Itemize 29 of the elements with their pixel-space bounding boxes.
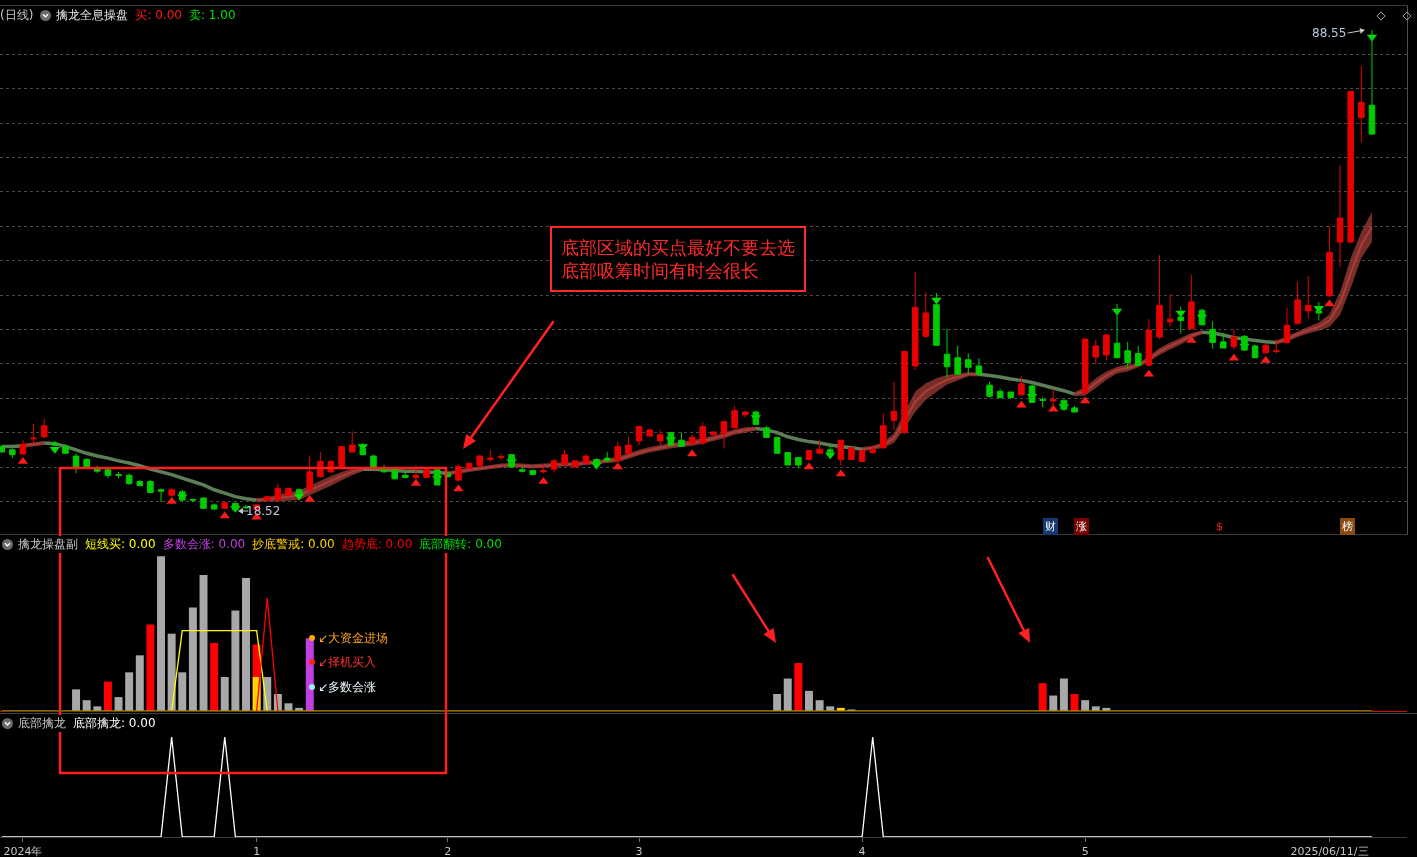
annotation: ↙择机买入 [318,655,377,669]
x-tick-label: 3 [635,845,643,857]
text: 抄底警戒: 0.00 [252,535,335,553]
x-tick-label: 2025/06/11/三 [1290,845,1369,857]
chart-title: 擒龙操盘副 [18,535,78,553]
text: 财 [1045,520,1056,533]
x-tick-label: 5 [1081,845,1089,857]
series-label: 底部擒龙: 0.00 [73,714,156,732]
chart-title: (日线) [0,6,34,24]
chart-subtitle: 擒龙全息操盘 [56,6,129,24]
x-tick-label: 2024年 [3,845,43,857]
annotation: ↙大资金进场 [318,631,389,645]
annotation: ↙多数会涨 [318,680,377,694]
text: 涨 [1076,520,1087,533]
text: 买: 0.00 [135,6,182,24]
text: 多数会涨: 0.00 [162,535,246,553]
text: 短线买: 0.00 [85,535,156,553]
chart-title: 底部擒龙 [18,714,66,732]
x-tick-label: 1 [253,845,261,857]
text: 榜 [1342,520,1353,533]
annotation: 88.55 [1312,26,1347,40]
annotation: 18.52 [246,504,281,518]
text: 趋势底: 0.00 [341,535,413,553]
text: 卖: 1.00 [188,6,236,24]
text: $ [1216,520,1223,533]
x-tick-label: 2 [444,845,452,857]
annotation: 底部区域的买点最好不要去选底部吸筹时间有时会很长 [561,237,795,282]
text: 底部翻转: 0.00 [419,535,502,553]
x-tick-label: 4 [858,845,866,857]
